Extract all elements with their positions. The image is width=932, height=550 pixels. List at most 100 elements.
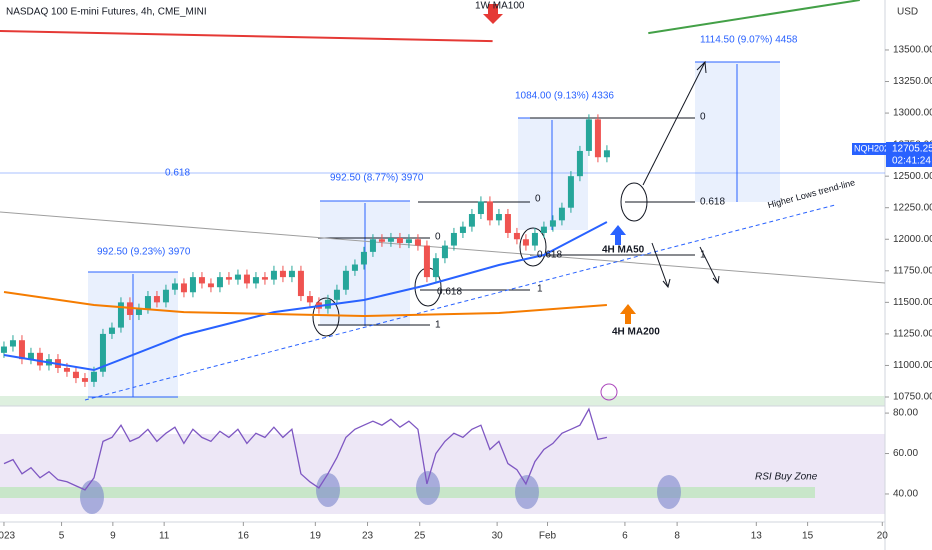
price-tag-bg	[886, 142, 932, 167]
candle-body	[81, 378, 88, 382]
x-tick-label: 8	[674, 531, 680, 542]
y-tick-label: 11250.00	[893, 329, 932, 340]
x-tick-label: 15	[802, 531, 814, 542]
candle-body	[171, 283, 178, 290]
candle-body	[513, 232, 520, 240]
y-tick-label: 11500.00	[893, 297, 932, 308]
y-tick-label: 12000.00	[893, 234, 932, 245]
currency: USD	[897, 7, 918, 18]
candle-body	[558, 207, 565, 221]
fib-label: 0	[435, 232, 441, 243]
fib-label: 0.618	[437, 287, 462, 298]
candle-body	[297, 270, 304, 297]
candle-body	[27, 352, 34, 360]
y-tick-label: 60.00	[893, 448, 918, 459]
candle-body	[63, 367, 70, 372]
fib-lines	[318, 117, 695, 326]
y-tick-label: 13500.00	[893, 45, 932, 56]
candle-body	[234, 274, 241, 280]
x-tick-label: 13	[751, 531, 763, 542]
y-tick-label: 80.00	[893, 408, 918, 419]
rsi-band	[0, 434, 885, 514]
candle-body	[351, 264, 358, 271]
ma100-label: 1W MA100	[475, 1, 525, 12]
countdown: 02:41:24	[892, 156, 931, 167]
candle-body	[243, 274, 250, 284]
x-tick-label: 5	[59, 531, 65, 542]
candle-body	[450, 232, 457, 246]
candle-body	[423, 245, 430, 278]
candle-body	[396, 237, 403, 244]
candle-body	[153, 296, 160, 303]
candle-body	[387, 237, 394, 242]
candle-body	[99, 333, 106, 372]
symbol-tag: NQH2023	[854, 143, 894, 153]
candle-body	[270, 270, 277, 280]
measure-label: 1114.50 (9.07%) 4458	[700, 35, 798, 46]
candle-body	[531, 232, 538, 246]
moving-average	[3, 291, 607, 318]
candle-body	[216, 277, 223, 288]
measure-label: 992.50 (9.23%) 3970	[97, 247, 191, 258]
candle-body	[90, 371, 97, 382]
y-tick-label: 11000.00	[893, 360, 932, 371]
x-tick-label: 2023	[0, 531, 16, 542]
candle-body	[414, 239, 421, 246]
ma50-label: 4H MA50	[602, 245, 645, 256]
candle-body	[279, 270, 286, 278]
x-tick-label: 16	[238, 531, 250, 542]
candle-body	[0, 346, 7, 353]
measure-label: 1084.00 (9.13%) 4336	[515, 91, 614, 102]
x-tick-label: 20	[877, 531, 889, 542]
moving-average	[0, 30, 493, 43]
fib-label: 0.618	[165, 168, 190, 179]
x-tick-label: 30	[492, 531, 504, 542]
candle-body	[36, 352, 43, 366]
x-tick-label: 11	[159, 531, 170, 542]
candle-body	[567, 176, 574, 208]
candle-body	[486, 201, 493, 221]
candle-body	[549, 220, 556, 227]
candle-body	[198, 277, 205, 284]
x-tick-label: 19	[310, 531, 322, 542]
candle-body	[378, 239, 385, 242]
candle-body	[252, 277, 259, 284]
candle-body	[540, 226, 547, 233]
candle-body	[180, 283, 187, 293]
candle-body	[207, 283, 214, 288]
candle-body	[333, 289, 340, 300]
candle-body	[9, 340, 16, 347]
candle-body	[576, 150, 583, 177]
candle-body	[441, 245, 448, 259]
candle-body	[144, 296, 151, 309]
fib-label: 0	[535, 194, 541, 205]
x-tick-label: 23	[362, 531, 374, 542]
rsi-zone-label: RSI Buy Zone	[755, 472, 818, 483]
fib-label: 0.618	[700, 197, 725, 208]
candle-body	[495, 214, 502, 221]
trend-line	[84, 204, 836, 401]
rsi-line	[3, 407, 608, 491]
y-tick-label: 11750.00	[893, 265, 932, 276]
candle-body	[117, 302, 124, 328]
fib-label: 1	[537, 284, 543, 295]
fib-label: 1	[435, 320, 441, 331]
ma100-arrow	[483, 4, 503, 24]
rsi-circles	[80, 471, 681, 514]
measure-label: 992.50 (8.77%) 3970	[330, 173, 424, 184]
candle-body	[432, 258, 439, 278]
x-tick-label: Feb	[539, 531, 557, 542]
x-tick-label: 25	[414, 531, 426, 542]
rsi-buy-zone	[0, 487, 815, 498]
candle-body	[360, 251, 367, 265]
candle-body	[459, 226, 466, 233]
candle-body	[18, 340, 25, 360]
candle-body	[288, 270, 295, 278]
x-tick-label: 9	[110, 531, 116, 542]
support-zone	[0, 396, 885, 406]
candle-body	[369, 239, 376, 252]
ma50-arrow	[610, 225, 626, 245]
y-tick-label: 12250.00	[893, 202, 932, 213]
event-icon	[600, 383, 618, 401]
